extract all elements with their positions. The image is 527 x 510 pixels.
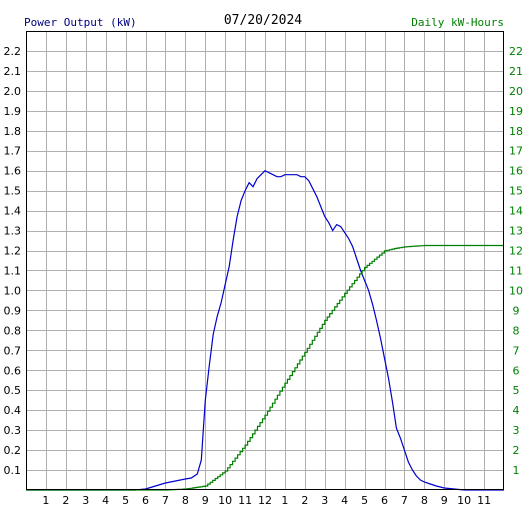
- right-tick-label: 21: [509, 65, 523, 78]
- grid-lines: [26, 31, 504, 490]
- plot-frame: [26, 31, 504, 490]
- right-tick-label: 11: [509, 264, 523, 277]
- left-tick-label: 0.1: [4, 464, 22, 477]
- left-tick-label: 1.7: [4, 145, 22, 158]
- left-tick-label: 1.0: [4, 284, 22, 297]
- x-tick-label: 7: [401, 494, 408, 507]
- left-tick-label: 1.9: [4, 105, 22, 118]
- left-tick-label: 1.4: [4, 205, 22, 218]
- right-tick-label: 8: [513, 324, 520, 337]
- x-tick-label: 1: [281, 494, 288, 507]
- left-tick-label: 0.7: [4, 344, 22, 357]
- left-tick-label: 1.1: [4, 264, 22, 277]
- left-tick-label: 2.2: [4, 45, 22, 58]
- x-tick-label: 8: [182, 494, 189, 507]
- right-tick-label: 2: [513, 444, 520, 457]
- x-tick-label: 4: [341, 494, 348, 507]
- right-axis-title: Daily kW-Hours: [411, 16, 504, 29]
- right-tick-label: 17: [509, 145, 523, 158]
- right-tick-label: 13: [509, 225, 523, 238]
- right-tick-label: 5: [513, 384, 520, 397]
- right-tick-label: 7: [513, 344, 520, 357]
- right-tick-label: 1: [513, 464, 520, 477]
- left-axis-ticks: 0.1 0.2 0.3 0.4 0.5 0.6 0.7 0.8 0.9 1.0 1.1 1.2 1.3 1…: [4, 45, 22, 477]
- right-tick-label: 6: [513, 364, 520, 377]
- left-tick-label: 1.5: [4, 185, 22, 198]
- x-tick-label: 12: [258, 494, 272, 507]
- right-tick-label: 10: [509, 284, 523, 297]
- x-tick-label: 2: [62, 494, 69, 507]
- chart-title-date: 07/20/2024: [224, 13, 302, 28]
- right-tick-label: 12: [509, 245, 523, 258]
- x-tick-label: 3: [321, 494, 328, 507]
- right-tick-label: 18: [509, 125, 523, 138]
- right-tick-label: 16: [509, 165, 523, 178]
- left-axis-title: Power Output (kW): [24, 16, 137, 29]
- x-axis-ticks: 1 2 3 4 5 6 7 8 9 10 11 12 1 2 3 4 5 6 7 8 9 10 11: [42, 494, 491, 507]
- left-tick-label: 0.2: [4, 444, 22, 457]
- right-tick-label: 4: [513, 404, 520, 417]
- x-tick-label: 10: [218, 494, 232, 507]
- left-tick-label: 2.1: [4, 65, 22, 78]
- x-tick-label: 5: [361, 494, 368, 507]
- x-tick-label: 9: [202, 494, 209, 507]
- left-tick-label: 0.6: [4, 364, 22, 377]
- x-tick-label: 10: [457, 494, 471, 507]
- right-tick-label: 19: [509, 105, 523, 118]
- left-tick-label: 0.4: [4, 404, 22, 417]
- x-tick-label: 1: [42, 494, 49, 507]
- left-tick-label: 0.3: [4, 424, 22, 437]
- x-tick-label: 4: [102, 494, 109, 507]
- x-tick-label: 11: [477, 494, 491, 507]
- right-tick-label: 14: [509, 205, 523, 218]
- left-tick-label: 0.8: [4, 324, 22, 337]
- right-tick-label: 15: [509, 185, 523, 198]
- x-tick-label: 5: [122, 494, 129, 507]
- left-tick-label: 1.6: [4, 165, 22, 178]
- left-tick-label: 0.9: [4, 304, 22, 317]
- left-tick-label: 1.3: [4, 225, 22, 238]
- left-tick-label: 0.5: [4, 384, 22, 397]
- right-tick-label: 3: [513, 424, 520, 437]
- right-tick-label: 20: [509, 85, 523, 98]
- x-tick-label: 7: [162, 494, 169, 507]
- x-tick-label: 9: [441, 494, 448, 507]
- x-tick-label: 6: [381, 494, 388, 507]
- left-tick-label: 2.0: [4, 85, 22, 98]
- right-tick-label: 22: [509, 45, 523, 58]
- x-tick-label: 2: [301, 494, 308, 507]
- power-output-line: [26, 169, 504, 491]
- right-tick-label: 9: [513, 304, 520, 317]
- x-tick-label: 3: [82, 494, 89, 507]
- left-tick-label: 1.2: [4, 245, 22, 258]
- x-tick-label: 11: [238, 494, 252, 507]
- x-tick-label: 6: [142, 494, 149, 507]
- left-tick-label: 1.8: [4, 125, 22, 138]
- x-tick-label: 8: [421, 494, 428, 507]
